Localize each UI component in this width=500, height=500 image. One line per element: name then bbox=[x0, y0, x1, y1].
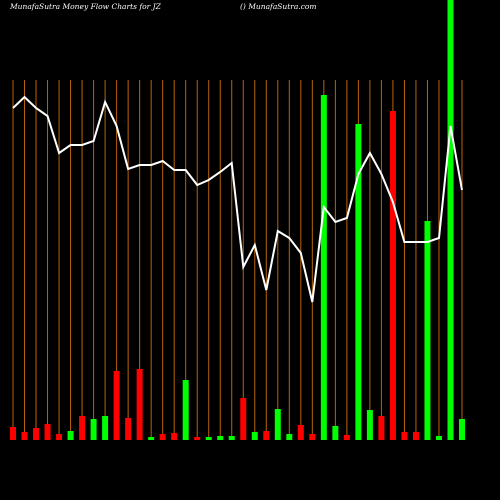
bar bbox=[113, 371, 120, 440]
bar bbox=[332, 426, 339, 440]
bar bbox=[10, 427, 16, 440]
bar bbox=[286, 434, 293, 440]
bar bbox=[412, 432, 419, 440]
bar bbox=[263, 431, 270, 440]
bar bbox=[447, 0, 454, 440]
bar bbox=[90, 419, 97, 440]
bar bbox=[44, 424, 51, 440]
bar bbox=[125, 418, 132, 440]
bar bbox=[56, 434, 63, 440]
bar bbox=[21, 432, 28, 440]
bar bbox=[217, 436, 224, 440]
bar bbox=[228, 436, 235, 440]
chart-title: MunafaSutra Money Flow Charts for JZ bbox=[9, 2, 162, 11]
bar bbox=[33, 428, 40, 440]
bar bbox=[79, 416, 86, 440]
bar bbox=[171, 433, 178, 440]
bar bbox=[274, 409, 281, 440]
bar bbox=[309, 434, 316, 440]
bar bbox=[435, 436, 442, 440]
bar bbox=[159, 434, 166, 440]
bar bbox=[194, 437, 201, 440]
bar bbox=[182, 380, 189, 440]
bar bbox=[343, 435, 350, 440]
bar bbox=[205, 437, 212, 440]
bar bbox=[251, 432, 258, 440]
bar bbox=[366, 410, 373, 440]
bar bbox=[136, 369, 143, 440]
bar bbox=[148, 437, 155, 440]
bar bbox=[424, 221, 431, 440]
bar bbox=[401, 432, 408, 440]
money-flow-line bbox=[12, 95, 463, 303]
bar bbox=[378, 416, 385, 440]
bar bbox=[459, 419, 465, 440]
bar bbox=[297, 425, 304, 440]
bar bbox=[355, 124, 362, 440]
bar bbox=[320, 95, 327, 440]
bar bbox=[389, 111, 396, 440]
bar bbox=[67, 431, 74, 440]
chart-subtitle: () MunafaSutra.com bbox=[240, 2, 317, 11]
bar bbox=[240, 398, 247, 440]
bar bbox=[102, 416, 109, 440]
